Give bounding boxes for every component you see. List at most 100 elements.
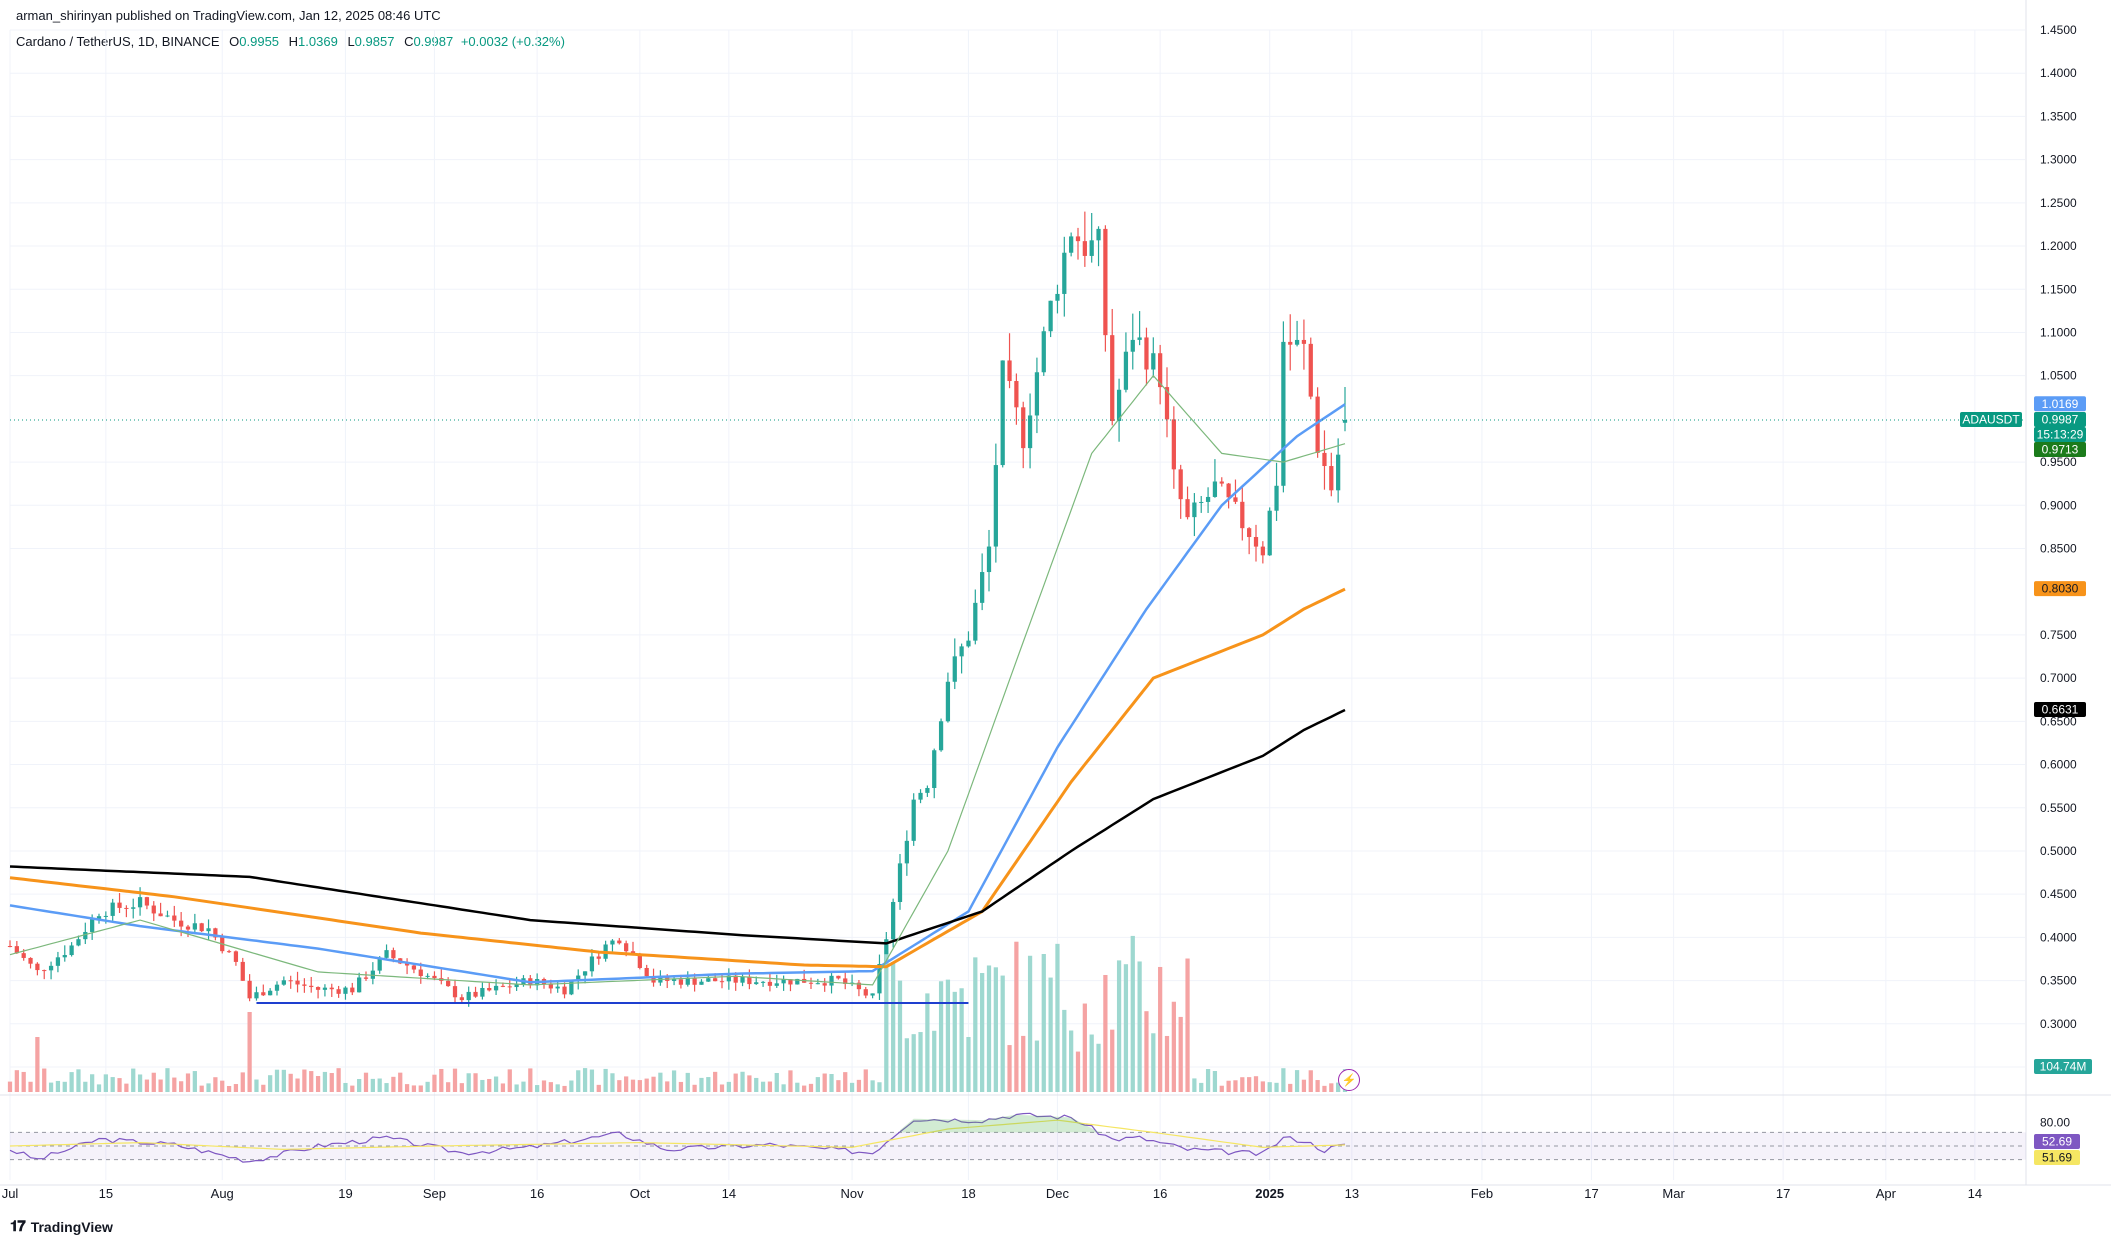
candle-body[interactable] xyxy=(357,977,362,993)
candle-body[interactable] xyxy=(377,957,382,971)
candle-body[interactable] xyxy=(856,982,862,990)
candle-body[interactable] xyxy=(268,990,273,996)
candle-body[interactable] xyxy=(808,982,814,984)
candle-body[interactable] xyxy=(1199,501,1204,503)
candle-body[interactable] xyxy=(1069,236,1074,253)
candle-body[interactable] xyxy=(48,965,54,971)
candle-body[interactable] xyxy=(35,963,40,971)
candle-body[interactable] xyxy=(1219,481,1224,484)
candle-body[interactable] xyxy=(124,907,129,909)
candle-body[interactable] xyxy=(117,902,122,908)
candle-body[interactable] xyxy=(897,863,903,902)
candle-body[interactable] xyxy=(1110,335,1115,422)
candle-body[interactable] xyxy=(1062,252,1067,294)
candle-body[interactable] xyxy=(1164,387,1170,420)
candle-body[interactable] xyxy=(1192,502,1197,518)
candle-body[interactable] xyxy=(1055,293,1060,301)
candle-body[interactable] xyxy=(918,792,923,800)
candle-body[interactable] xyxy=(925,787,930,793)
candle-body[interactable] xyxy=(329,987,334,990)
candle-body[interactable] xyxy=(1240,501,1245,529)
candle-body[interactable] xyxy=(404,963,410,966)
candle-body[interactable] xyxy=(863,989,868,996)
candle-body[interactable] xyxy=(671,979,677,981)
candle-body[interactable] xyxy=(1158,353,1163,388)
candle-body[interactable] xyxy=(281,980,286,985)
candle-body[interactable] xyxy=(973,602,978,641)
candle-body[interactable] xyxy=(1294,339,1300,345)
candle-body[interactable] xyxy=(569,980,574,995)
candle-body[interactable] xyxy=(391,950,396,959)
candle-body[interactable] xyxy=(131,907,136,909)
candle-body[interactable] xyxy=(685,977,690,985)
candle-body[interactable] xyxy=(788,979,793,985)
candle-body[interactable] xyxy=(740,976,745,983)
candle-body[interactable] xyxy=(446,980,451,987)
candle-body[interactable] xyxy=(1082,241,1087,256)
candle-body[interactable] xyxy=(617,940,622,944)
candle-body[interactable] xyxy=(986,546,992,573)
candle-body[interactable] xyxy=(473,991,478,997)
candle-body[interactable] xyxy=(55,957,61,966)
candle-body[interactable] xyxy=(959,646,964,657)
candle-body[interactable] xyxy=(1000,360,1005,466)
candle-body[interactable] xyxy=(1205,496,1211,502)
candle-body[interactable] xyxy=(1116,389,1122,422)
candle-body[interactable] xyxy=(274,984,280,991)
candle-body[interactable] xyxy=(904,840,909,864)
candle-body[interactable] xyxy=(480,987,485,997)
candle-body[interactable] xyxy=(343,987,348,994)
candle-body[interactable] xyxy=(233,951,239,962)
candle-body[interactable] xyxy=(507,986,512,988)
candle-body[interactable] xyxy=(767,981,773,986)
candle-body[interactable] xyxy=(699,981,704,985)
candle-body[interactable] xyxy=(90,918,95,932)
candle-body[interactable] xyxy=(754,982,759,985)
candle-body[interactable] xyxy=(1027,415,1033,449)
candle-body[interactable] xyxy=(1075,236,1081,242)
candle-body[interactable] xyxy=(425,975,430,977)
candle-body[interactable] xyxy=(760,981,766,983)
candle-body[interactable] xyxy=(179,920,184,927)
candle-body[interactable] xyxy=(562,986,567,995)
candle-body[interactable] xyxy=(1253,537,1259,547)
candle-body[interactable] xyxy=(932,750,937,788)
candle-body[interactable] xyxy=(1041,331,1046,373)
symbol-title[interactable]: Cardano / TetherUS, 1D, BINANCE xyxy=(16,34,220,49)
candle-body[interactable] xyxy=(747,976,752,985)
candle-body[interactable] xyxy=(151,905,156,914)
candle-body[interactable] xyxy=(28,957,33,964)
candle-body[interactable] xyxy=(1212,481,1218,497)
candle-body[interactable] xyxy=(1130,339,1135,352)
candle-body[interactable] xyxy=(644,967,649,977)
candle-body[interactable] xyxy=(247,980,252,999)
candle-body[interactable] xyxy=(240,961,245,981)
candle-body[interactable] xyxy=(1342,419,1348,423)
candle-body[interactable] xyxy=(713,978,718,982)
candle-body[interactable] xyxy=(1308,343,1313,397)
candle-body[interactable] xyxy=(870,993,875,996)
candle-body[interactable] xyxy=(418,969,423,977)
candle-body[interactable] xyxy=(1034,372,1040,416)
lightning-icon[interactable]: ⚡ xyxy=(1338,1069,1360,1091)
candle-body[interactable] xyxy=(1144,337,1149,370)
candle-body[interactable] xyxy=(1247,528,1252,538)
candle-body[interactable] xyxy=(172,915,177,921)
candle-body[interactable] xyxy=(432,975,437,979)
candle-body[interactable] xyxy=(843,978,848,984)
candle-body[interactable] xyxy=(487,987,492,991)
candle-body[interactable] xyxy=(110,902,115,916)
candle-body[interactable] xyxy=(1301,339,1307,344)
candle-body[interactable] xyxy=(774,983,779,986)
candle-body[interactable] xyxy=(1267,510,1272,556)
candle-body[interactable] xyxy=(1178,469,1183,500)
candle-body[interactable] xyxy=(815,983,820,985)
candle-body[interactable] xyxy=(493,985,499,991)
candle-body[interactable] xyxy=(103,915,108,917)
candle-body[interactable] xyxy=(206,928,211,932)
candle-body[interactable] xyxy=(226,951,232,953)
candle-body[interactable] xyxy=(288,980,293,982)
candle-body[interactable] xyxy=(295,980,300,985)
candle-body[interactable] xyxy=(1137,337,1142,340)
